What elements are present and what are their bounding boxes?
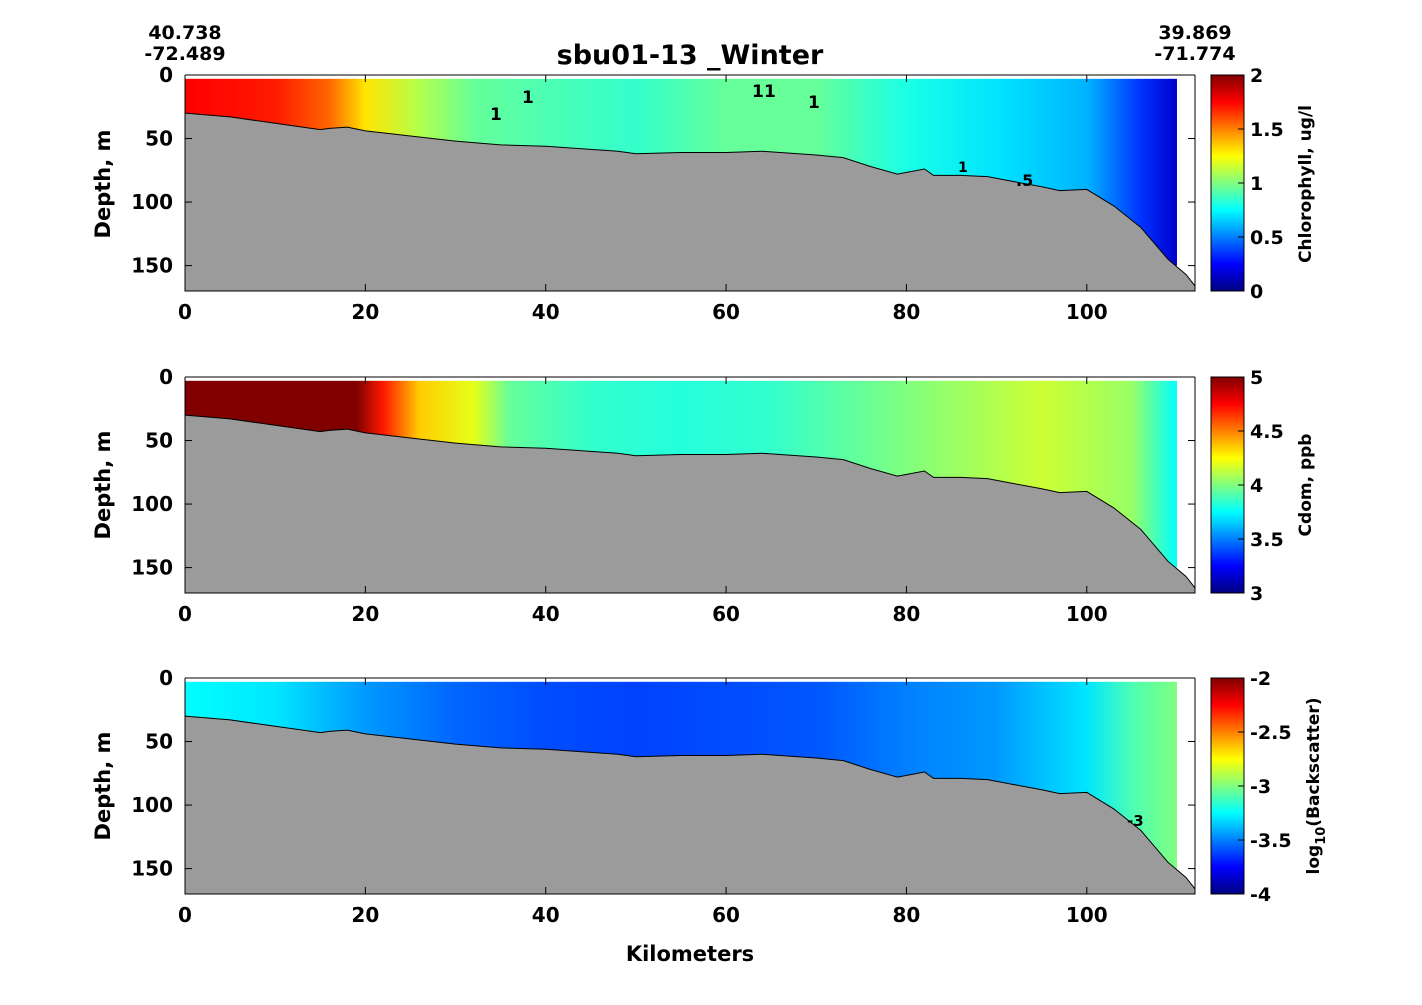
colorbar-tick-label: 3 <box>1250 583 1263 605</box>
contour-label: 1 <box>808 93 820 113</box>
x-tick-label: 80 <box>893 602 921 626</box>
colorbar-tick-label: -3.5 <box>1250 830 1292 852</box>
contour-label: 1 <box>764 82 776 102</box>
y-tick-label: 0 <box>159 365 173 389</box>
colorbar-tick-label: 4.5 <box>1250 421 1284 443</box>
x-tick-label: 60 <box>712 903 740 927</box>
y-tick-label: 50 <box>145 730 173 754</box>
x-tick-label: 80 <box>893 300 921 324</box>
seafloor-bathymetry <box>184 414 1196 594</box>
y-tick-label: 100 <box>131 190 173 214</box>
seafloor-bathymetry <box>184 112 1196 292</box>
x-tick-label: 40 <box>532 602 560 626</box>
colorbar-tick-label: -2 <box>1250 668 1271 690</box>
colorbar-label: Chlorophyll, ug/l <box>1296 105 1316 263</box>
colorbar-tick-label: 1 <box>1250 173 1263 195</box>
contour-label: 1 <box>490 105 502 125</box>
x-tick-label: 0 <box>178 602 192 626</box>
colorbar-tick-label: 3.5 <box>1250 529 1284 551</box>
start-latitude: 40.738 <box>148 22 221 44</box>
contour-label: .5 <box>1016 171 1033 190</box>
colorbar-tick-label: 0 <box>1250 281 1263 303</box>
x-tick-label: 40 <box>532 300 560 324</box>
x-tick-label: 100 <box>1066 300 1108 324</box>
colorbar-tick-label: 2 <box>1250 65 1263 87</box>
y-tick-label: 100 <box>131 492 173 516</box>
backscatter-contour-labels: -3 <box>1127 812 1144 830</box>
seafloor-bathymetry <box>184 715 1196 895</box>
y-axis-label: Depth, m <box>91 431 115 540</box>
x-axis-label: Kilometers <box>626 942 754 966</box>
chlorophyll-panel: 1 1 1 1 1 1 .5 0 20 40 60 80 10005010015000.5… <box>91 63 1316 324</box>
backscatter-panel: -3 0 20 40 60 80 100 0 50 100 150 -4 -3.5 -3 -2.5 -2 D… <box>91 666 1329 927</box>
y-axis-label: Depth, m <box>91 732 115 841</box>
x-tick-label: 20 <box>351 602 379 626</box>
contour-label: 1 <box>522 88 534 108</box>
contour-label: 1 <box>958 160 968 176</box>
y-axis-label: Depth, m <box>91 130 115 239</box>
x-tick-label: 0 <box>178 300 192 324</box>
y-tick-label: 50 <box>145 429 173 453</box>
chlorophyll-section <box>184 78 1196 292</box>
end-latitude: 39.869 <box>1158 22 1231 44</box>
x-tick-label: 0 <box>178 903 192 927</box>
y-tick-label: 150 <box>131 556 173 580</box>
figure-title: sbu01-13 _Winter <box>557 40 824 71</box>
y-tick-label: 150 <box>131 857 173 881</box>
start-longitude: -72.489 <box>144 43 225 65</box>
colorbar-tick-label: 1.5 <box>1250 119 1284 141</box>
x-tick-label: 80 <box>893 903 921 927</box>
colorbar-tick-label: 0.5 <box>1250 227 1284 249</box>
x-tick-label: 40 <box>532 903 560 927</box>
y-tick-label: 150 <box>131 254 173 278</box>
x-tick-label: 20 <box>351 300 379 324</box>
colorbar-label: Cdom, ppb <box>1296 434 1316 537</box>
y-tick-label: 100 <box>131 793 173 817</box>
x-tick-label: 100 <box>1066 903 1108 927</box>
end-longitude: -71.774 <box>1154 43 1235 65</box>
y-tick-label: 50 <box>145 127 173 151</box>
colorbar-tick-label: -4 <box>1250 884 1271 906</box>
contour-label: -3 <box>1127 812 1144 830</box>
y-tick-label: 0 <box>159 666 173 690</box>
backscatter-section <box>184 681 1196 895</box>
colorbar-tick-label: -2.5 <box>1250 722 1292 744</box>
backscatter-axes: 0 20 40 60 80 100 0 50 100 150 -4 -3.5 -3 -2.5 -2 <box>131 666 1291 927</box>
x-tick-label: 60 <box>712 602 740 626</box>
cdom-section <box>184 380 1196 594</box>
colorbar-tick-label: 4 <box>1250 475 1263 497</box>
colorbar-tick-label: 5 <box>1250 367 1263 389</box>
x-tick-label: 60 <box>712 300 740 324</box>
contour-label: 1 <box>752 82 764 102</box>
colorbar-label: log10(Backscatter) <box>1304 698 1329 875</box>
cdom-axes: 0 20 40 60 80 100 0 50 100 150 3 3.5 4 4.5 5 <box>131 365 1283 626</box>
y-tick-label: 0 <box>159 63 173 87</box>
x-tick-label: 20 <box>351 903 379 927</box>
chlorophyll-contour-labels: 1 1 1 1 1 1 .5 <box>490 82 1033 190</box>
x-tick-label: 100 <box>1066 602 1108 626</box>
colorbar-tick-label: -3 <box>1250 776 1271 798</box>
